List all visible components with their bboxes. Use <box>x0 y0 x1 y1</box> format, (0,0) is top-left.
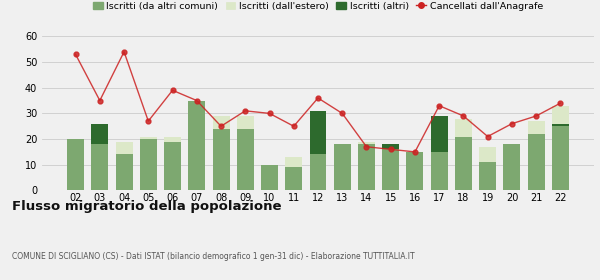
Bar <box>382 147 399 149</box>
Bar <box>91 124 109 144</box>
Bar <box>455 137 472 190</box>
Bar <box>116 155 133 190</box>
Bar <box>237 116 254 129</box>
Bar <box>261 165 278 190</box>
Bar <box>285 157 302 167</box>
Bar <box>527 121 545 134</box>
Bar <box>358 142 375 144</box>
Bar <box>552 126 569 190</box>
Bar <box>455 118 472 137</box>
Text: COMUNE DI SCIGLIANO (CS) - Dati ISTAT (bilancio demografico 1 gen-31 dic) - Elab: COMUNE DI SCIGLIANO (CS) - Dati ISTAT (b… <box>12 252 415 261</box>
Bar <box>212 116 230 129</box>
Bar <box>164 142 181 190</box>
Bar <box>334 144 351 190</box>
Bar <box>382 149 399 190</box>
Bar <box>91 142 109 144</box>
Bar <box>310 155 326 190</box>
Bar <box>431 116 448 152</box>
Bar <box>164 137 181 142</box>
Bar <box>479 162 496 190</box>
Text: Flusso migratorio della popolazione: Flusso migratorio della popolazione <box>12 200 281 213</box>
Bar <box>212 129 230 190</box>
Bar <box>188 101 205 190</box>
Legend: Iscritti (da altri comuni), Iscritti (dall'estero), Iscritti (altri), Cancellati: Iscritti (da altri comuni), Iscritti (da… <box>89 0 547 15</box>
Bar <box>140 137 157 139</box>
Bar <box>140 139 157 190</box>
Bar <box>358 144 375 190</box>
Bar <box>237 129 254 190</box>
Bar <box>431 152 448 190</box>
Bar <box>552 106 569 126</box>
Bar <box>91 144 109 190</box>
Bar <box>406 152 424 190</box>
Bar <box>503 144 520 190</box>
Bar <box>116 142 133 155</box>
Bar <box>479 147 496 162</box>
Bar <box>382 144 399 149</box>
Bar <box>67 139 84 190</box>
Bar <box>552 124 569 126</box>
Bar <box>527 134 545 190</box>
Bar <box>310 111 326 155</box>
Bar <box>285 167 302 190</box>
